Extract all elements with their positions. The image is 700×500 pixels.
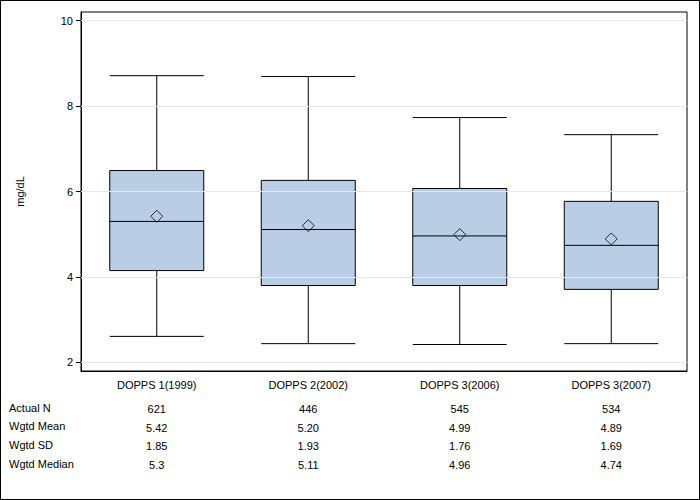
svg-text:DOPPS 2(2002): DOPPS 2(2002) — [269, 379, 348, 391]
svg-text:1.85: 1.85 — [146, 440, 167, 452]
svg-text:1.69: 1.69 — [601, 440, 622, 452]
svg-text:4.96: 4.96 — [449, 459, 470, 471]
svg-text:446: 446 — [299, 403, 317, 415]
svg-text:10: 10 — [61, 15, 73, 27]
svg-text:mg/dL: mg/dL — [14, 176, 26, 207]
svg-text:Wgtd Median: Wgtd Median — [9, 458, 74, 470]
svg-text:1.93: 1.93 — [298, 440, 319, 452]
svg-text:8: 8 — [67, 100, 73, 112]
svg-text:Wgtd Mean: Wgtd Mean — [9, 420, 65, 432]
svg-text:5.20: 5.20 — [298, 422, 319, 434]
svg-text:4.99: 4.99 — [449, 422, 470, 434]
svg-text:Wgtd SD: Wgtd SD — [9, 439, 53, 451]
svg-text:DOPPS 1(1999): DOPPS 1(1999) — [117, 379, 196, 391]
svg-text:5.3: 5.3 — [149, 459, 164, 471]
svg-text:4.74: 4.74 — [601, 459, 622, 471]
svg-text:Actual N: Actual N — [9, 402, 51, 414]
svg-text:6: 6 — [67, 186, 73, 198]
svg-text:5.42: 5.42 — [146, 422, 167, 434]
svg-text:5.11: 5.11 — [298, 459, 319, 471]
svg-text:DOPPS 3(2007): DOPPS 3(2007) — [572, 379, 651, 391]
svg-text:534: 534 — [602, 403, 620, 415]
svg-text:621: 621 — [148, 403, 166, 415]
svg-text:545: 545 — [451, 403, 469, 415]
svg-text:2: 2 — [67, 356, 73, 368]
svg-text:1.76: 1.76 — [449, 440, 470, 452]
svg-text:DOPPS 3(2006): DOPPS 3(2006) — [420, 379, 499, 391]
svg-text:4: 4 — [67, 271, 73, 283]
svg-text:4.89: 4.89 — [601, 422, 622, 434]
